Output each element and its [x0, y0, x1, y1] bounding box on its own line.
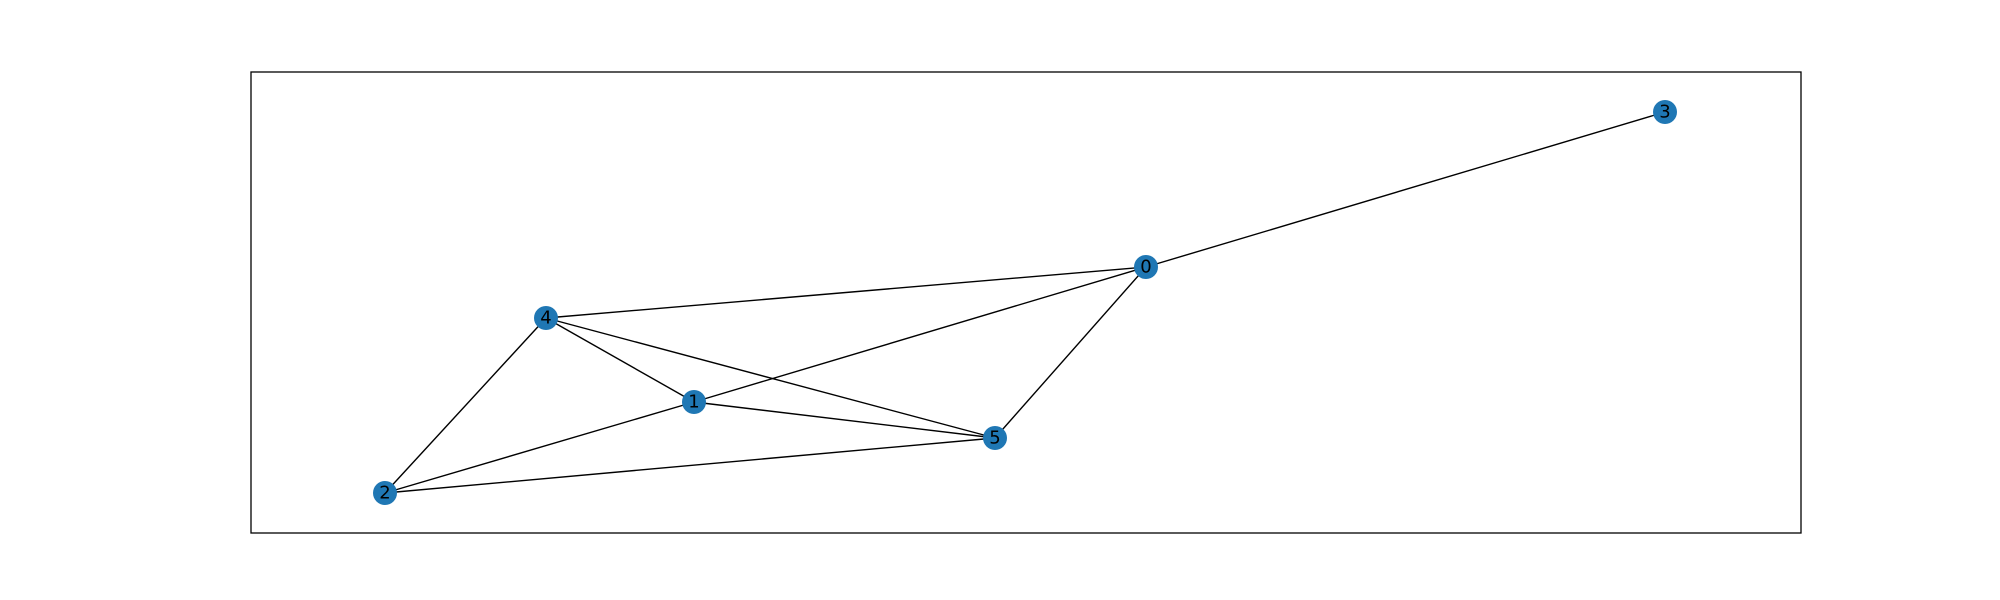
node-label: 3: [1659, 102, 1670, 123]
node-label: 0: [1140, 257, 1151, 278]
node-circle: [1134, 255, 1158, 279]
node-4: 4: [534, 306, 558, 330]
edge-2-5: [384, 437, 996, 494]
node-3: 3: [1653, 100, 1677, 124]
node-circle: [534, 306, 558, 330]
edge-0-3: [1145, 111, 1666, 268]
node-circle: [1653, 100, 1677, 124]
node-label: 1: [688, 392, 699, 413]
edge-1-2: [384, 401, 695, 494]
node-layer: 0 1 2 3 4 5: [373, 100, 1677, 505]
node-circle: [983, 426, 1007, 450]
edge-0-4: [545, 266, 1147, 319]
edge-4-1: [545, 317, 695, 403]
node-label: 5: [989, 428, 1000, 449]
node-circle: [373, 481, 397, 505]
node-label: 2: [379, 483, 390, 504]
node-1: 1: [682, 390, 706, 414]
edge-0-5: [994, 266, 1147, 439]
edge-1-5: [693, 401, 996, 439]
node-circle: [682, 390, 706, 414]
plot-frame: [250, 71, 1802, 534]
edge-layer: [384, 111, 1666, 494]
edge-4-2: [384, 317, 547, 494]
node-5: 5: [983, 426, 1007, 450]
edge-0-1: [693, 266, 1147, 403]
node-0: 0: [1134, 255, 1158, 279]
node-2: 2: [373, 481, 397, 505]
edge-4-5: [545, 317, 996, 439]
node-label: 4: [540, 308, 551, 329]
